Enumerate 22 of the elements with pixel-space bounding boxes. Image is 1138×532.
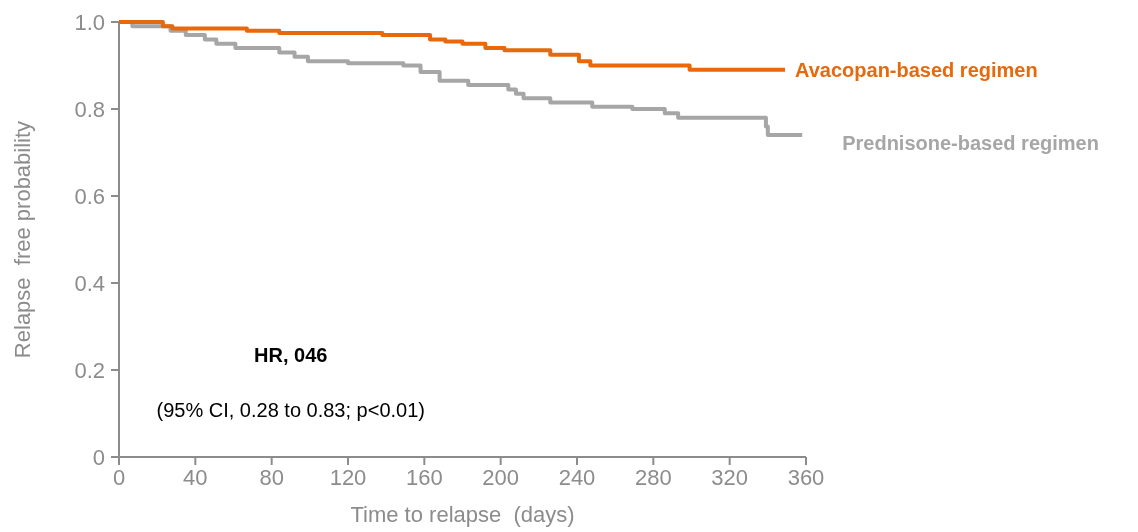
x-tick-label: 240 — [558, 465, 596, 490]
y-tick-label: 0 — [92, 444, 105, 470]
y-tick-label: 1.0 — [74, 9, 105, 35]
x-tick-label: 200 — [482, 465, 520, 490]
x-tick-label: 0 — [112, 465, 126, 490]
text: Prednisone-based regimen — [842, 132, 1099, 155]
x-axis-title: Time to relapse (days) — [350, 502, 575, 527]
x-tick-label: 320 — [711, 465, 749, 490]
x-tick-label: 80 — [259, 465, 284, 490]
x-tick-label: 280 — [634, 465, 672, 490]
x-tick-label: 160 — [405, 465, 443, 490]
x-tick-label: 120 — [329, 465, 367, 490]
y-axis-title: Relapse free probability — [10, 120, 35, 359]
y-tick-label: 0.8 — [74, 96, 105, 122]
y-tick-label: 0.4 — [74, 270, 105, 296]
series-label: Avacopan-based regimen — [795, 58, 1038, 81]
x-tick-label: 360 — [787, 465, 825, 490]
annotation: (95% CI, 0.28 to 0.83; p<0.01) — [156, 399, 426, 421]
x-tick-label: 40 — [183, 465, 208, 490]
y-tick-label: 0.6 — [74, 183, 105, 209]
y-tick-label: 0.2 — [74, 357, 105, 383]
annotation: HR, 046 — [254, 344, 328, 366]
